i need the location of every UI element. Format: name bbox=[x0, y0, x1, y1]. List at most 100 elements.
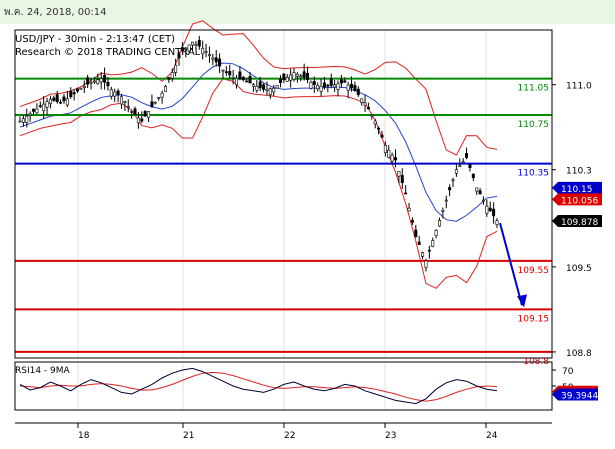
candle-body bbox=[76, 88, 80, 92]
candle-body bbox=[221, 69, 225, 72]
candle-body bbox=[475, 187, 479, 192]
rsi-tag bbox=[552, 388, 598, 401]
chart-title: USD/JPY - 30min - 2:13:47 (CET) bbox=[15, 34, 175, 45]
candle-body bbox=[471, 173, 475, 179]
candle-body bbox=[434, 230, 438, 236]
candle-body bbox=[350, 83, 354, 89]
candle-body bbox=[397, 171, 401, 177]
candle-body bbox=[437, 220, 441, 227]
candle-body bbox=[89, 81, 93, 84]
candle-body bbox=[126, 106, 130, 108]
chart-subtitle: Research © 2018 TRADING CENTRAL bbox=[15, 47, 201, 58]
candle-body bbox=[48, 98, 52, 105]
candle-body bbox=[231, 77, 235, 79]
candle-body bbox=[59, 101, 63, 104]
rsi-label: RSI14 - 9MA bbox=[15, 366, 71, 376]
candle-body bbox=[360, 98, 364, 103]
candle-body bbox=[468, 164, 472, 168]
candle-body bbox=[255, 85, 259, 91]
candle-body bbox=[333, 84, 337, 88]
price-tag-label: 110.056 bbox=[561, 196, 598, 206]
candle-body bbox=[235, 77, 239, 86]
candle-body bbox=[204, 51, 208, 53]
candle-body bbox=[346, 84, 350, 91]
candle-body bbox=[21, 118, 25, 123]
candle-body bbox=[224, 71, 228, 74]
candle-body bbox=[191, 41, 195, 46]
candle-body bbox=[245, 80, 249, 83]
candle-body bbox=[343, 80, 347, 83]
candle-body bbox=[42, 103, 46, 111]
candle-body bbox=[201, 47, 205, 55]
candle-body bbox=[55, 94, 59, 102]
candle-body bbox=[373, 120, 377, 125]
top-info-bar: พ.ค. 24, 2018, 00:14 bbox=[0, 0, 615, 24]
candle-body bbox=[143, 111, 147, 117]
candle-body bbox=[194, 43, 198, 46]
candle-body bbox=[136, 117, 140, 124]
level-label: 110.75 bbox=[518, 120, 550, 130]
candle-body bbox=[153, 101, 157, 104]
grid-lines bbox=[77, 30, 487, 410]
candle-body bbox=[38, 105, 42, 107]
candle-body bbox=[18, 120, 22, 123]
candle-body bbox=[400, 175, 404, 183]
candle-body bbox=[458, 165, 462, 167]
candle-body bbox=[218, 58, 222, 67]
candle-body bbox=[228, 70, 232, 76]
candle-body bbox=[387, 149, 391, 158]
candle-body bbox=[417, 241, 421, 245]
price-tag-label: 110.15 bbox=[561, 185, 593, 195]
candle-body bbox=[441, 209, 445, 212]
forecast-arrow-shaft bbox=[499, 222, 523, 306]
candle-body bbox=[248, 76, 252, 84]
candle-body bbox=[211, 57, 215, 60]
candle-body bbox=[363, 102, 367, 106]
price-tag bbox=[552, 181, 602, 194]
price-tag bbox=[552, 193, 602, 206]
candle-body bbox=[282, 73, 286, 81]
candle-body bbox=[157, 97, 161, 99]
candle-body bbox=[52, 97, 56, 101]
candle-body bbox=[316, 85, 320, 90]
time-tick-label: 24 bbox=[486, 431, 498, 441]
candle-body bbox=[465, 153, 469, 158]
candle-body bbox=[133, 108, 137, 115]
rsi-line bbox=[19, 367, 498, 405]
candle-body bbox=[451, 179, 455, 182]
candle-body bbox=[424, 260, 428, 268]
candle-body bbox=[238, 71, 242, 80]
candle-body bbox=[322, 82, 326, 88]
candle-body bbox=[187, 44, 191, 52]
rsi-panel: 705042.8439.3944 bbox=[19, 367, 598, 405]
level-label: 110.35 bbox=[518, 169, 550, 179]
candle-body bbox=[289, 74, 293, 81]
candle-body bbox=[119, 96, 123, 105]
candle-body bbox=[383, 145, 387, 153]
candle-body bbox=[265, 88, 269, 91]
candle-body bbox=[35, 108, 39, 114]
rsi-tag-label: 39.3944 bbox=[561, 391, 598, 401]
candle-body bbox=[444, 199, 448, 202]
time-axis: 18 21 22 23 24 bbox=[77, 423, 498, 441]
candle-body bbox=[62, 96, 66, 102]
candle-body bbox=[481, 199, 485, 202]
candle-body bbox=[339, 79, 343, 84]
candle-body bbox=[488, 207, 492, 212]
candle-body bbox=[370, 114, 374, 117]
rsi-ma-line bbox=[19, 371, 498, 402]
candle-body bbox=[407, 207, 411, 212]
candle-body bbox=[329, 78, 333, 86]
candle-body bbox=[65, 98, 69, 106]
candle-body bbox=[312, 81, 316, 85]
price-tick-label: 109.5 bbox=[566, 264, 592, 274]
bollinger-bands bbox=[19, 20, 498, 289]
candle-body bbox=[113, 91, 117, 97]
candle-body bbox=[79, 88, 83, 90]
candle-body bbox=[174, 64, 178, 73]
candle-body bbox=[285, 77, 289, 82]
candles bbox=[18, 35, 499, 272]
moving-average-line bbox=[19, 62, 498, 222]
candle-body bbox=[177, 54, 181, 59]
